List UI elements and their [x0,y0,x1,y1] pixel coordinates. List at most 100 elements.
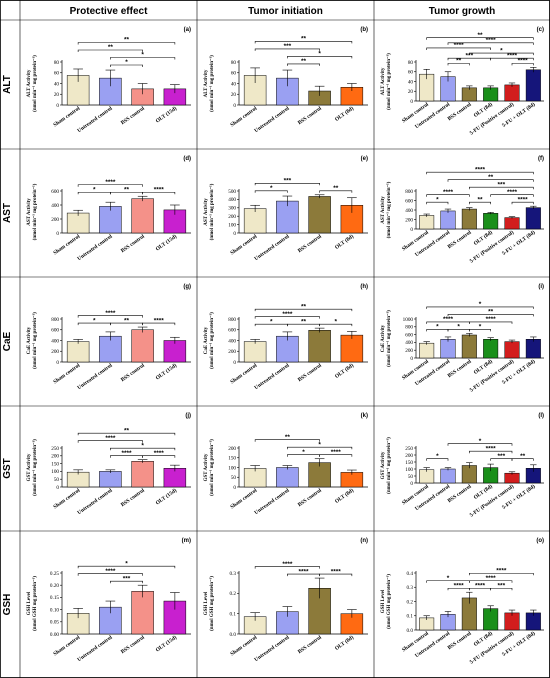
significance-label: *** [498,582,506,589]
bar [419,342,435,359]
bar [340,334,364,363]
y-tick-label: 0.0 [407,628,414,634]
y-axis-unit: (nmol GSH mg protein⁻¹) [209,576,215,631]
x-tick-label: OLT (8d) [333,233,355,251]
y-axis-unit: (nmol GSH mg protein⁻¹) [386,574,392,629]
panel-label: (h) [360,284,368,290]
bar [440,339,456,359]
significance-bracket [110,580,143,584]
y-axis-label: GST Activity [204,453,209,481]
significance-label: * [479,438,482,445]
significance-bracket [254,41,353,44]
x-tick-label: BSS control [297,634,323,655]
significance-bracket [110,57,176,60]
y-tick-label: 0.3 [407,585,414,591]
y-tick-label: 600 [405,332,413,338]
panel-label: (b) [360,27,368,33]
y-axis-unit: (nmol min⁻¹ mg protein⁻¹) [386,53,392,110]
significance-label: **** [507,189,518,196]
significance-bracket [469,450,513,454]
significance-bracket [469,52,534,56]
x-tick-label: Untreated control [254,233,291,262]
significance-label: *** [284,43,292,50]
panel-label: (c) [537,27,544,33]
significance-label: * [436,453,439,460]
y-tick-label: 0 [410,481,413,487]
significance-label: * [479,324,482,331]
y-tick-label: 0 [233,103,236,109]
y-axis-label: GST Activity [381,451,386,479]
chart-panel-k: (k) 0 50 100 150 200 GST Activity (nmol min⁻¹ m… [204,413,368,516]
y-tick-label: 0.00 [50,632,59,638]
significance-bracket [254,48,320,51]
y-tick-label: 80 [231,60,237,66]
y-axis-label: CaE Activity [204,326,209,354]
significance-bracket [142,322,176,326]
panel-label: (k) [361,413,368,419]
y-tick-label: 150 [405,460,413,466]
y-tick-label: 800 [51,317,59,323]
significance-label: * [457,324,460,331]
significance-label: **** [454,582,465,589]
significance-label: ** [520,453,526,460]
significance-label: ** [456,58,462,65]
significance-bracket [254,316,320,319]
significance-label: ** [477,196,483,203]
x-tick-label: Untreated control [77,487,114,516]
significance-label: ** [301,36,307,43]
y-tick-label: 0.1 [407,614,414,620]
bar [66,212,90,234]
significance-label: * [436,196,439,203]
y-axis-label: GSH Level [381,589,386,613]
significance-bracket [447,179,534,182]
y-tick-label: 200 [51,217,59,223]
x-tick-label: BSS control [297,105,323,126]
significance-label: **** [121,450,132,457]
significance-bracket [77,440,143,443]
y-tick-label: 0 [410,99,413,105]
y-tick-label: 200 [405,217,413,223]
significance-bracket [447,57,491,61]
significance-label: *** [498,181,506,188]
significance-bracket [426,458,449,461]
significance-label: **** [331,449,342,456]
significance-label: * [436,324,439,331]
significance-label: * [125,560,128,567]
x-tick-label: Untreated control [254,487,291,516]
significance-bracket [490,194,534,197]
significance-label: * [141,442,144,449]
y-tick-label: 80 [408,60,414,66]
column-header: Tumor growth [429,6,495,17]
y-axis-unit: (nmol min⁻¹ mg protein⁻¹) [209,55,215,112]
panel-label: (a) [184,27,191,33]
significance-label: ** [124,186,130,193]
y-tick-label: 0 [233,485,236,491]
y-axis-unit: (nmol min⁻¹ mg protein⁻¹) [209,183,215,240]
significance-bracket [319,323,353,327]
bar [525,207,541,230]
significance-label: ** [124,427,130,434]
significance-label: **** [105,568,116,575]
x-tick-label: BSS control [120,233,146,254]
y-tick-label: 50 [54,477,60,483]
y-axis-unit: (nmol min⁻¹ mg protein⁻¹) [386,181,392,238]
significance-label: **** [154,186,165,193]
significance-label: **** [486,445,497,452]
column-header: Protective effect [70,6,148,17]
y-tick-label: 60 [408,70,414,76]
y-tick-label: 0.10 [50,607,59,613]
x-tick-label: BSS control [447,630,473,651]
significance-bracket [490,587,513,591]
significance-bracket [254,182,320,186]
panel-label: (i) [538,284,544,290]
y-tick-label: 1000 [403,317,414,323]
bar [483,213,499,230]
x-tick-label: OLT (15d) [154,487,178,507]
significance-bracket [426,171,534,175]
y-tick-label: 100 [51,469,59,475]
significance-label: * [125,59,128,66]
y-tick-label: 800 [405,189,413,195]
y-axis-label: GSH Level [27,591,32,615]
significance-bracket [254,566,320,569]
x-tick-label: Sham control [230,487,259,510]
